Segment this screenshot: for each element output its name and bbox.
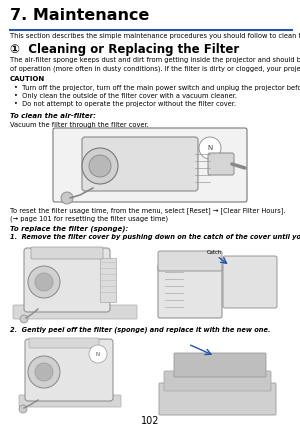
Circle shape [89, 345, 107, 363]
Circle shape [35, 363, 53, 381]
FancyBboxPatch shape [29, 338, 99, 348]
Circle shape [199, 137, 221, 159]
FancyBboxPatch shape [100, 258, 116, 302]
Circle shape [89, 155, 111, 177]
Circle shape [61, 192, 73, 204]
Text: CAUTION: CAUTION [10, 76, 45, 82]
Text: 2.  Gently peel off the filter (sponge) and replace it with the new one.: 2. Gently peel off the filter (sponge) a… [10, 326, 271, 332]
Text: N: N [96, 351, 100, 357]
Circle shape [35, 273, 53, 291]
Text: of operation (more often in dusty conditions). If the filter is dirty or clogged: of operation (more often in dusty condit… [10, 65, 300, 72]
Text: To clean the air-filter:: To clean the air-filter: [10, 113, 96, 119]
Circle shape [28, 356, 60, 388]
Text: This section describes the simple maintenance procedures you should follow to cl: This section describes the simple mainte… [10, 33, 300, 39]
FancyBboxPatch shape [24, 248, 110, 312]
FancyBboxPatch shape [158, 251, 222, 271]
Text: •  Do not attempt to operate the projector without the filter cover.: • Do not attempt to operate the projecto… [14, 101, 236, 107]
Text: Vacuum the filter through the filter cover.: Vacuum the filter through the filter cov… [10, 122, 149, 128]
Text: N: N [207, 145, 213, 151]
Text: Catch: Catch [207, 250, 222, 255]
Text: ①  Cleaning or Replacing the Filter: ① Cleaning or Replacing the Filter [10, 43, 239, 56]
FancyBboxPatch shape [31, 247, 103, 259]
FancyBboxPatch shape [208, 153, 234, 175]
Circle shape [20, 315, 28, 323]
Text: To reset the filter usage time, from the menu, select [Reset] → [Clear Filter Ho: To reset the filter usage time, from the… [10, 207, 286, 214]
Text: 1.  Remove the filter cover by pushing down on the catch of the cover until you : 1. Remove the filter cover by pushing do… [10, 234, 300, 240]
FancyBboxPatch shape [159, 383, 276, 415]
FancyBboxPatch shape [53, 128, 247, 202]
Text: 7. Maintenance: 7. Maintenance [10, 8, 149, 23]
Text: 102: 102 [141, 416, 159, 424]
Circle shape [28, 266, 60, 298]
Text: •  Only clean the outside of the filter cover with a vacuum cleaner.: • Only clean the outside of the filter c… [14, 93, 237, 99]
FancyBboxPatch shape [223, 256, 277, 308]
FancyBboxPatch shape [174, 353, 266, 377]
Circle shape [82, 148, 118, 184]
FancyBboxPatch shape [164, 371, 271, 391]
FancyBboxPatch shape [13, 305, 137, 319]
FancyBboxPatch shape [19, 395, 121, 407]
Text: To replace the filter (sponge):: To replace the filter (sponge): [10, 225, 128, 232]
Text: •  Turn off the projector, turn off the main power switch and unplug the project: • Turn off the projector, turn off the m… [14, 85, 300, 91]
FancyBboxPatch shape [158, 264, 222, 318]
Text: (→ page 101 for resetting the filter usage time): (→ page 101 for resetting the filter usa… [10, 215, 168, 221]
Text: The air-filter sponge keeps dust and dirt from getting inside the projector and : The air-filter sponge keeps dust and dir… [10, 57, 300, 63]
FancyBboxPatch shape [25, 339, 113, 401]
FancyBboxPatch shape [82, 137, 198, 191]
Circle shape [19, 405, 27, 413]
